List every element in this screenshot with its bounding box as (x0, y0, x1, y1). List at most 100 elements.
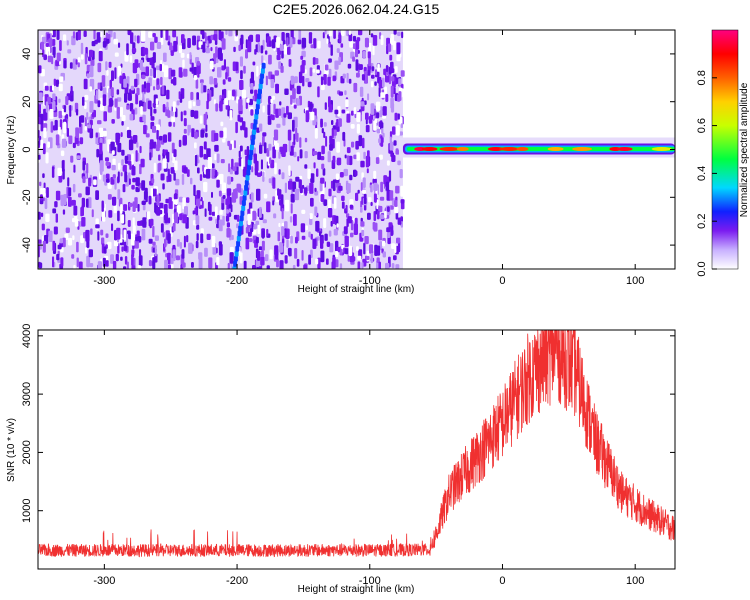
heatmap-noise-cell (105, 61, 108, 71)
heatmap-noise-cell (391, 243, 396, 249)
heatmap-noise-cell (226, 209, 229, 214)
heatmap-noise-cell (123, 266, 127, 269)
heatmap-noise-cell (275, 83, 279, 94)
heatmap-noise-cell (71, 254, 75, 259)
heatmap-noise-cell (299, 137, 302, 148)
heatmap-noise-cell (389, 136, 392, 144)
heatmap-noise-cell (170, 50, 174, 56)
heatmap-noise-cell (41, 223, 45, 231)
heatmap-noise-cell (314, 190, 319, 196)
heatmap-noise-cell (310, 111, 315, 121)
heatmap-noise-cell (328, 68, 332, 79)
heatmap-noise-cell (380, 181, 384, 193)
heatmap-noise-cell (120, 214, 125, 224)
heatmap-noise-cell (315, 69, 320, 74)
y-tick-label: 2000 (21, 440, 33, 464)
heatmap-noise-cell (226, 188, 232, 196)
heatmap-noise-cell (360, 160, 365, 168)
heatmap-noise-cell (148, 260, 152, 267)
heatmap-noise-cell (340, 30, 345, 37)
heatmap-noise-cell (262, 171, 265, 182)
snr-frame (37, 329, 676, 570)
heatmap-noise-cell (127, 92, 131, 101)
heatmap-noise-cell (370, 184, 373, 193)
heatmap-noise-cell (309, 67, 313, 77)
heatmap-noise-cell (269, 249, 273, 260)
heatmap-noise-cell (163, 65, 169, 78)
heatmap-noise-cell (52, 101, 56, 111)
heatmap-streak-cell (241, 200, 246, 206)
heatmap-carrier-peak (439, 147, 460, 151)
heatmap-noise-cell (233, 140, 236, 149)
heatmap-noise-cell (57, 244, 62, 250)
heatmap-noise-cell (344, 235, 349, 248)
heatmap-noise-cell (360, 182, 363, 191)
heatmap-noise-cell (370, 252, 374, 264)
heatmap-noise-cell (129, 113, 134, 121)
heatmap-noise-cell (113, 38, 118, 45)
heatmap-streak-cell (252, 128, 257, 135)
heatmap-noise-cell (116, 227, 121, 240)
heatmap-noise-cell (38, 92, 43, 105)
heatmap-noise-cell (170, 167, 175, 174)
heatmap-streak-cell (256, 98, 261, 105)
heatmap-noise-cell (176, 239, 180, 247)
heatmap-noise-cell (183, 128, 187, 134)
heatmap-noise-cell (398, 78, 402, 86)
heatmap-noise-cell (138, 255, 143, 266)
heatmap-noise-cell (273, 213, 277, 219)
heatmap-noise-cell (217, 47, 222, 60)
heatmap-noise-cell (256, 127, 260, 133)
heatmap-noise-cell (331, 120, 334, 126)
y-tick-label: 4000 (21, 324, 33, 348)
heatmap-noise-cell (378, 229, 383, 241)
heatmap-noise-cell (341, 201, 345, 209)
heatmap-noise-cell (251, 166, 254, 173)
heatmap-noise-cell (180, 52, 185, 58)
heatmap-streak-cell (250, 139, 255, 145)
heatmap-noise-cell (287, 129, 292, 141)
heatmap-carrier-peak (651, 147, 672, 151)
heatmap-noise-cell (338, 56, 341, 66)
heatmap-noise-cell (102, 210, 106, 222)
heatmap-noise-cell (121, 121, 124, 126)
heatmap-noise-cell (139, 249, 142, 257)
heatmap-noise-cell (67, 49, 72, 54)
heatmap-noise-cell (131, 238, 135, 246)
heatmap-noise-cell (152, 257, 156, 269)
heatmap-noise-cell (155, 144, 160, 152)
heatmap-noise-cell (137, 203, 140, 212)
heatmap-noise-cell (300, 65, 305, 74)
heatmap-noise-cell (164, 212, 168, 224)
heatmap-noise-cell (339, 172, 344, 178)
heatmap-noise-cell (367, 197, 372, 203)
heatmap-noise-cell (120, 132, 123, 138)
heatmap-noise-cell (346, 113, 351, 123)
heatmap-noise-cell (274, 162, 277, 175)
heatmap-noise-cell (42, 240, 46, 253)
heatmap-noise-cell (400, 70, 405, 77)
heatmap-noise-cell (271, 114, 275, 121)
heatmap-noise-cell (149, 68, 153, 77)
heatmap-noise-cell (179, 213, 183, 221)
heatmap-noise-cell (344, 90, 347, 96)
heatmap-noise-cell (59, 40, 62, 51)
heatmap-noise-cell (111, 164, 116, 171)
heatmap-noise-cell (196, 99, 201, 106)
heatmap-noise-cell (150, 187, 153, 199)
heatmap-noise-cell (168, 197, 172, 209)
heatmap-noise-cell (47, 141, 50, 148)
heatmap-noise-cell (214, 206, 218, 218)
heatmap-noise-cell (95, 224, 100, 229)
heatmap-noise-cell (380, 92, 385, 98)
heatmap-noise-cell (241, 121, 246, 130)
heatmap-noise-cell (281, 172, 285, 180)
heatmap-noise-cell (152, 241, 156, 246)
heatmap-noise-cell (223, 59, 226, 70)
heatmap-noise-cell (275, 142, 279, 150)
heatmap-noise-cell (194, 154, 198, 167)
heatmap-noise-cell (132, 177, 136, 183)
heatmap-noise-cell (237, 184, 242, 193)
heatmap-noise-cell (88, 177, 92, 187)
